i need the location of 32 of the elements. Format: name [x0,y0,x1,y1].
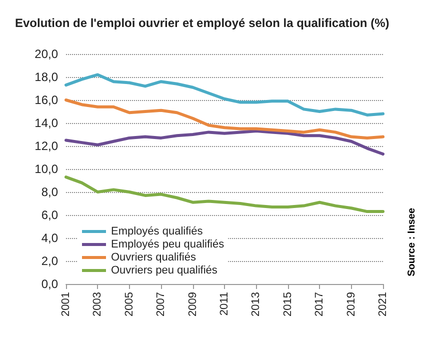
x-tick-label: 2003 [92,292,104,316]
line-series [64,98,384,140]
y-tick-label: 20,0 [34,47,58,61]
line-series [64,130,384,156]
y-tick-label: 14,0 [34,116,58,130]
x-tick-label: 2015 [282,292,294,316]
legend-label: Ouvriers peu qualifiés [111,264,218,276]
y-tick-label: 10,0 [34,162,58,176]
y-tick-label: 18,0 [34,70,58,84]
x-tick-label: 2013 [250,292,262,316]
y-tick-label: 4,0 [41,231,58,245]
source-note: Source : Insee [406,208,418,276]
x-tick-label: 2021 [377,292,389,316]
y-tick-label: 6,0 [41,208,58,222]
line-series [64,176,384,214]
x-tick-label: 2005 [123,292,136,316]
chart-title: Evolution de l'emploi ouvrier et employé selon la qualification (%) [15,16,390,30]
line-series [64,73,384,116]
y-tick-label: 2,0 [41,254,58,268]
x-tick-label: 2009 [186,292,199,316]
legend-label: Ouvriers qualifiés [111,252,196,264]
x-tick-label: 2007 [155,292,168,316]
legend-label: Employés peu qualifiés [111,238,225,250]
x-tick-label: 2019 [345,292,358,316]
x-tick-label: 2011 [218,292,230,316]
x-tick-label: 2001 [60,292,72,316]
y-tick-label: 12,0 [34,139,58,153]
y-tick-label: 0,0 [41,277,58,291]
y-tick-label: 8,0 [41,185,58,199]
legend-label: Employés qualifiés [111,226,204,238]
x-tick-label: 2017 [314,292,326,316]
y-tick-label: 16,0 [34,93,58,107]
